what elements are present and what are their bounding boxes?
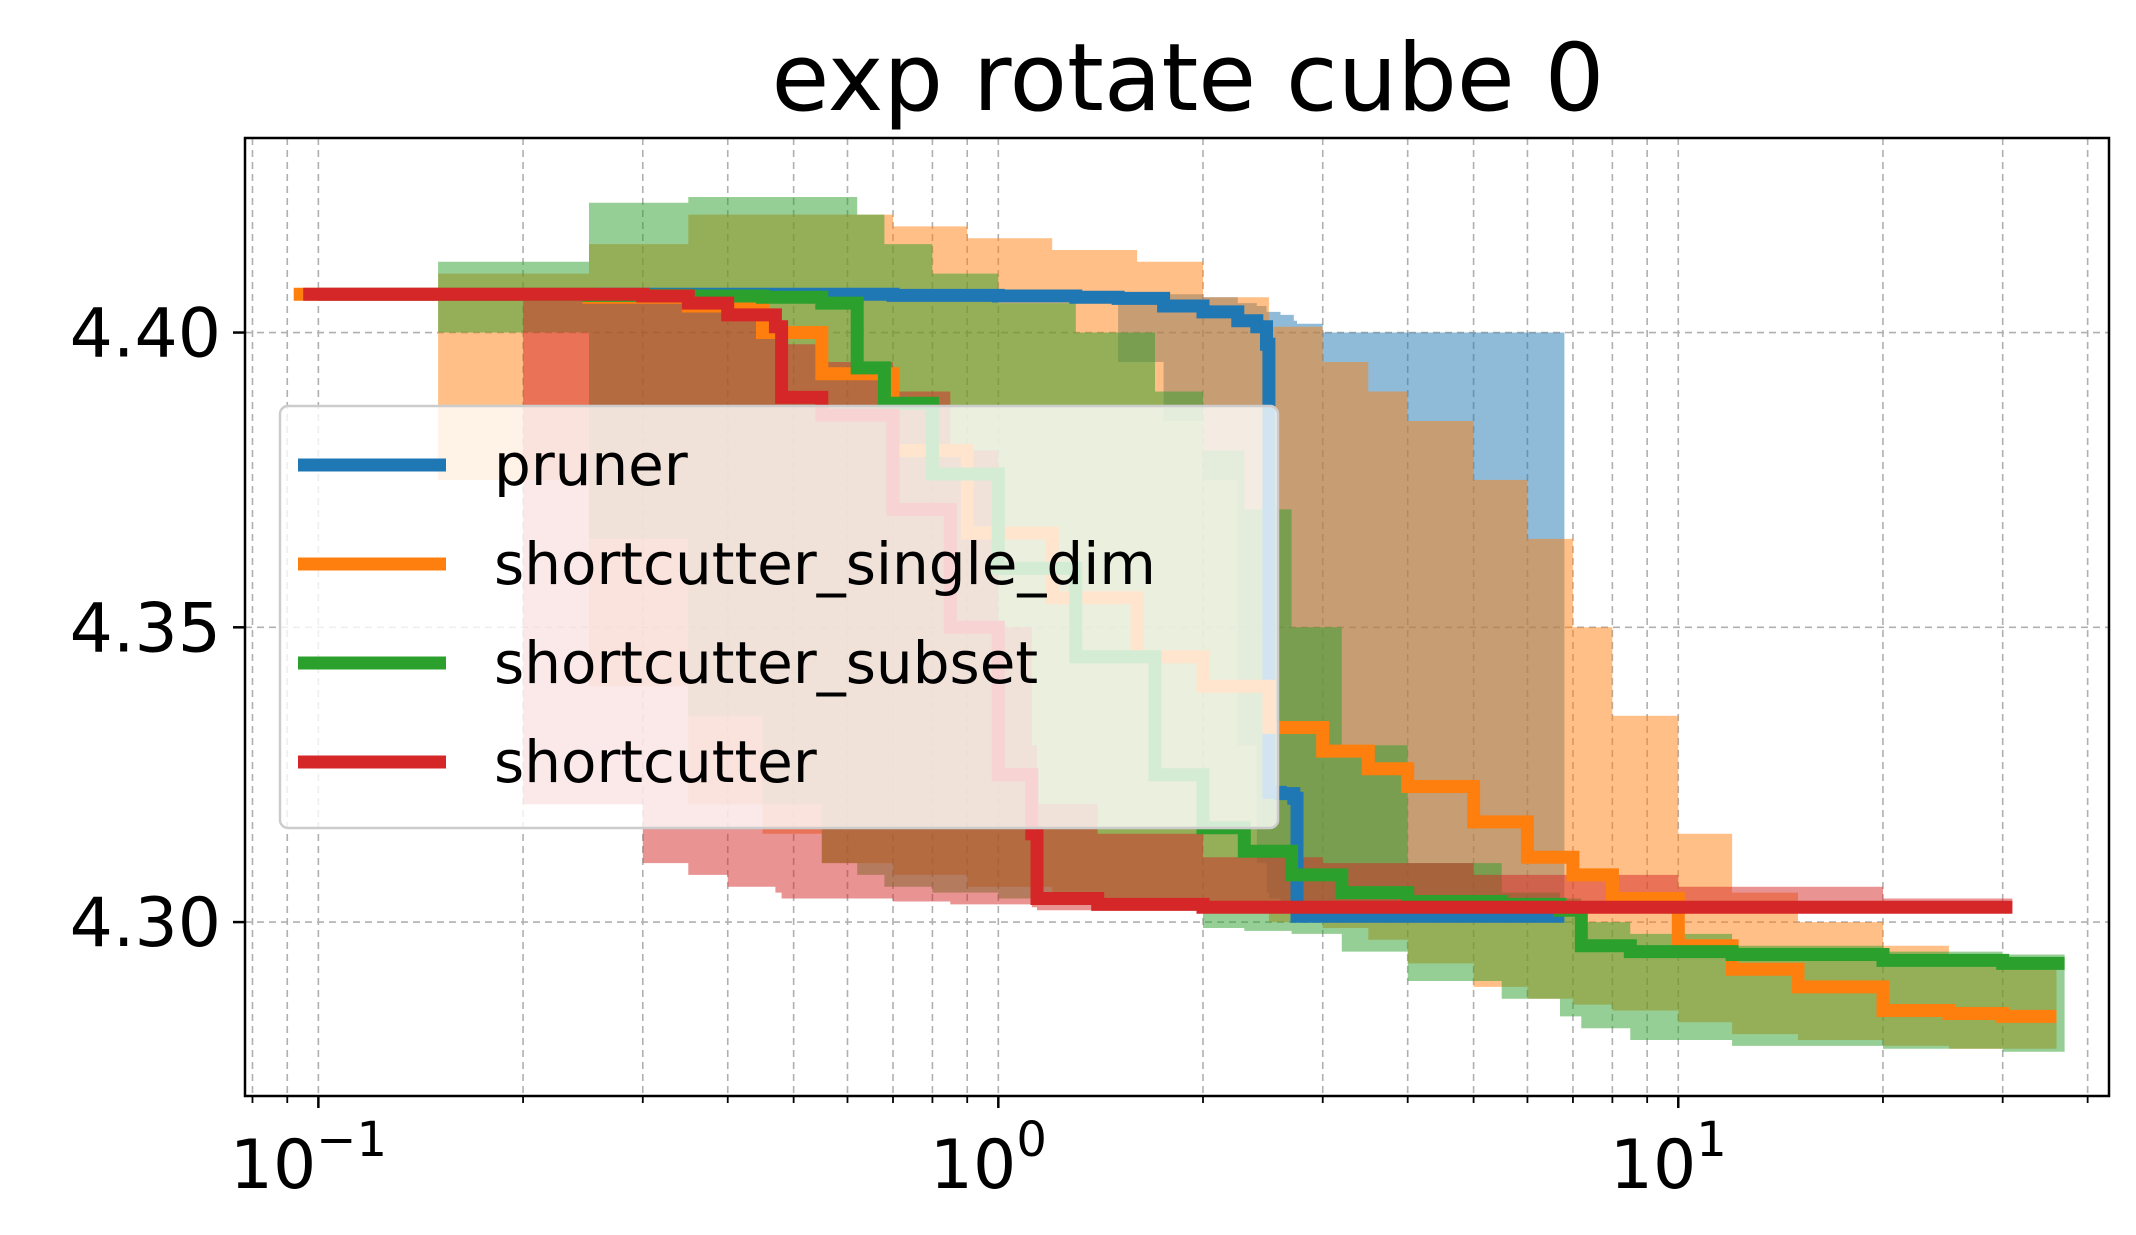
legend-label: shortcutter_subset [494,629,1038,697]
y-tick-label: 4.30 [70,884,221,963]
legend-box [278,404,1280,830]
line-pruner [318,287,1565,923]
legend: pruner shortcutter_single_dim shortcutter_… [278,404,1280,830]
x-tick-label: 101 [1610,1112,1727,1205]
x-axis: 10−1 100 101 [230,1096,2089,1205]
legend-label: pruner [494,431,688,499]
legend-label: shortcutter_single_dim [494,530,1156,598]
plot-frame [243,136,2111,1098]
y-tick-label: 4.40 [70,295,221,374]
x-tick-label: 10−1 [230,1112,387,1205]
chart-title: exp rotate cube 0 [772,24,1605,133]
x-tick-label: 100 [930,1112,1047,1205]
y-tick-label: 4.35 [70,589,221,668]
y-axis: 4.30 4.35 4.40 [70,295,245,963]
line-shortcutter_single_dim [293,287,2057,1023]
legend-label: shortcutter [494,728,817,796]
